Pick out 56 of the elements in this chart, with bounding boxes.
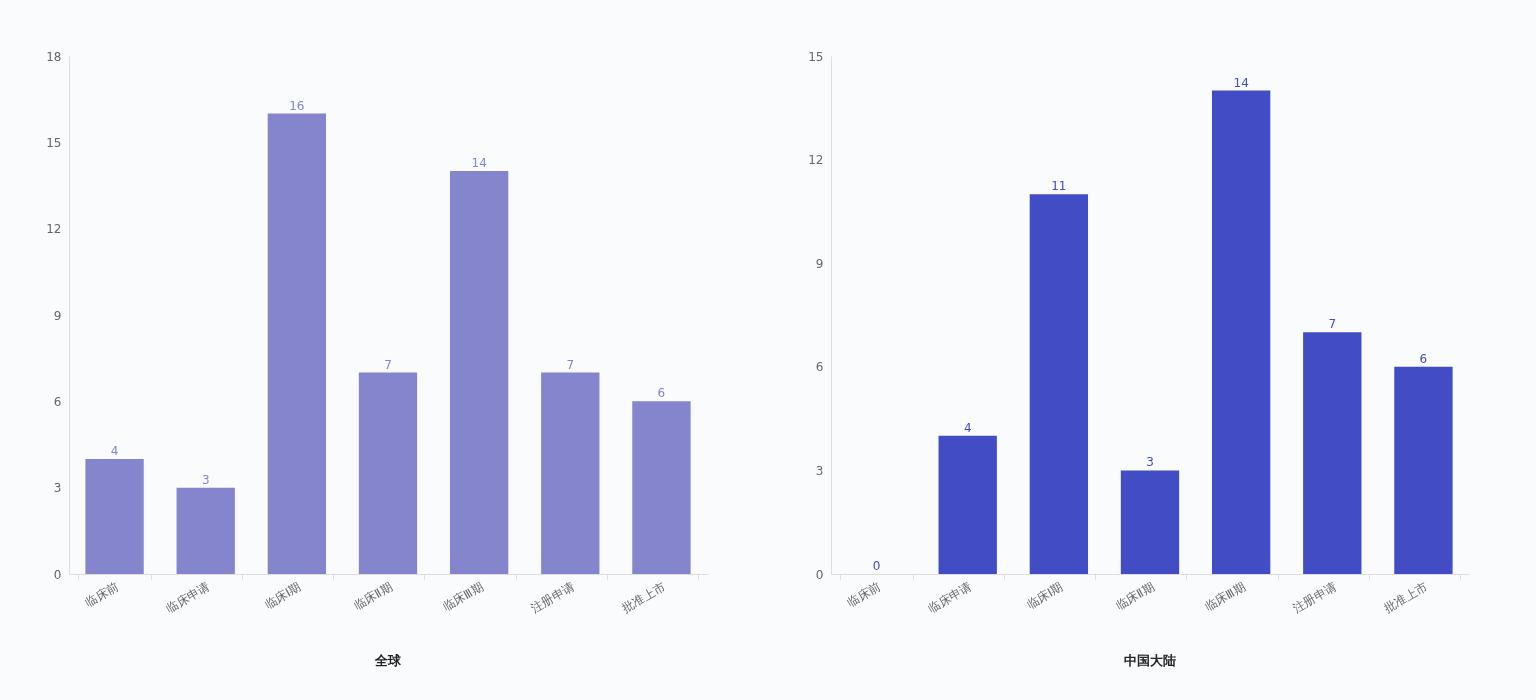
data-label: 16	[289, 98, 305, 113]
x-tick-label: 临床Ⅲ期	[1202, 579, 1248, 615]
bar	[1120, 470, 1180, 574]
y-tick-label: 0	[815, 567, 824, 582]
y-tick-label: 12	[808, 153, 824, 168]
bar	[1029, 194, 1089, 574]
bar	[632, 401, 691, 574]
text: 全球	[374, 652, 402, 668]
y-tick-label: 6	[53, 394, 62, 409]
bar	[358, 372, 418, 574]
data-label: 7	[566, 357, 575, 372]
x-tick-label: 注册申请	[1290, 579, 1339, 616]
bar	[267, 113, 327, 574]
data-label: 7	[1328, 317, 1337, 332]
y-tick-label: 3	[53, 481, 62, 496]
data-label: 4	[110, 443, 119, 458]
bar	[176, 487, 235, 574]
y-tick-label: 12	[46, 222, 62, 237]
x-tick-label: 临床前	[82, 579, 122, 610]
data-label: 7	[384, 357, 392, 372]
x-tick-label: 批准上市	[1381, 579, 1430, 616]
y-tick-label: 15	[808, 49, 824, 64]
x-tick-label: 批准上市	[619, 579, 668, 616]
data-label: 11	[1051, 179, 1067, 194]
y-tick-label: 18	[46, 49, 62, 64]
x-tick-label: 注册申请	[528, 579, 577, 616]
data-label: 4	[963, 420, 972, 435]
bar	[1303, 332, 1362, 574]
data-label: 3	[201, 472, 210, 487]
y-tick-label: 6	[815, 360, 824, 375]
x-tick-label: 临床Ⅰ期	[1024, 579, 1066, 612]
data-label: 14	[1233, 75, 1249, 90]
bar	[938, 435, 997, 574]
data-label: 14	[471, 156, 487, 171]
bar	[449, 171, 509, 574]
y-tick-label: 0	[53, 567, 62, 582]
data-label: 6	[1419, 351, 1428, 366]
x-tick-label: 临床Ⅱ期	[1113, 579, 1157, 613]
text: 中国大陆	[1124, 652, 1176, 668]
bar	[541, 372, 600, 574]
y-tick-label: 9	[53, 308, 62, 323]
y-tick-label: 3	[815, 463, 824, 478]
x-tick-label: 临床申请	[925, 579, 975, 616]
x-tick-label: 临床申请	[163, 579, 213, 616]
bar	[1211, 90, 1271, 574]
data-label: 6	[657, 386, 666, 401]
x-tick-label: 临床前	[844, 579, 884, 610]
data-label: 3	[1146, 455, 1154, 470]
x-tick-label: 临床Ⅱ期	[351, 579, 395, 613]
y-tick-label: 9	[815, 256, 824, 271]
x-tick-label: 临床Ⅲ期	[440, 579, 486, 615]
bar	[85, 458, 144, 574]
bar	[1394, 366, 1453, 574]
x-tick-label: 临床Ⅰ期	[262, 579, 304, 612]
data-label: 0	[872, 559, 881, 573]
y-tick-label: 15	[46, 135, 62, 150]
